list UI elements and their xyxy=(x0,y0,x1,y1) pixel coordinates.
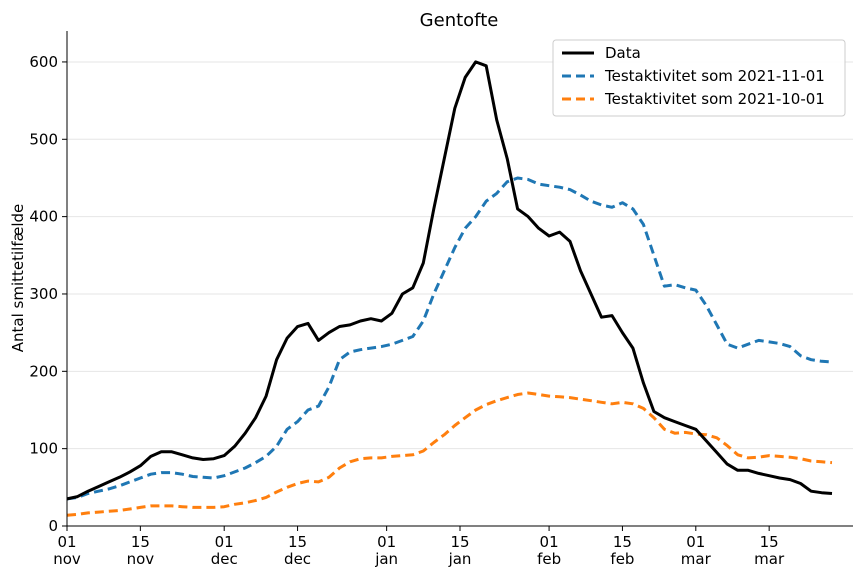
x-tick-month-label: mar xyxy=(681,550,712,568)
x-tick-day-label: 15 xyxy=(613,533,632,551)
series-line-2 xyxy=(66,391,833,517)
x-tick-month-label: dec xyxy=(284,550,311,568)
x-tick-day-label: 01 xyxy=(377,533,396,551)
legend-label-2: Testaktivitet som 2021-10-01 xyxy=(604,90,825,108)
series-line-1 xyxy=(66,176,833,501)
x-tick-day-label: 01 xyxy=(57,533,76,551)
x-tick-month-label: nov xyxy=(53,550,81,568)
legend-label-0: Data xyxy=(605,44,641,62)
y-tick-label: 0 xyxy=(48,517,58,535)
chart-title: Gentofte xyxy=(420,10,499,31)
y-tick-label: 100 xyxy=(29,440,58,458)
x-tick-day-label: 01 xyxy=(686,533,705,551)
x-tick-day-label: 01 xyxy=(215,533,234,551)
y-tick-label: 400 xyxy=(29,208,58,226)
gridlines xyxy=(67,61,853,450)
series-layer xyxy=(66,60,833,517)
x-tick-month-label: mar xyxy=(754,550,785,568)
y-axis-title: Antal smittetilfælde xyxy=(9,204,27,353)
y-tick-label: 200 xyxy=(29,362,58,380)
x-tick-month-label: jan xyxy=(374,550,398,568)
y-axis-ticks: 0 100 200 300 400 500 600 xyxy=(29,53,67,535)
series-line-0 xyxy=(66,60,833,501)
y-tick-label: 600 xyxy=(29,53,58,71)
y-tick-label: 500 xyxy=(29,130,58,148)
legend-label-1: Testaktivitet som 2021-11-01 xyxy=(604,67,825,85)
x-tick-month-label: feb xyxy=(610,550,634,568)
x-tick-month-label: nov xyxy=(127,550,155,568)
x-tick-month-label: feb xyxy=(537,550,561,568)
y-tick-label: 300 xyxy=(29,285,58,303)
x-tick-day-label: 15 xyxy=(760,533,779,551)
x-tick-day-label: 15 xyxy=(450,533,469,551)
x-tick-month-label: dec xyxy=(211,550,238,568)
x-axis-ticks: 01nov15nov01dec15dec01jan15jan01feb15feb… xyxy=(53,526,785,568)
x-tick-day-label: 15 xyxy=(131,533,150,551)
x-tick-day-label: 01 xyxy=(540,533,559,551)
legend-box xyxy=(552,39,846,117)
x-tick-month-label: jan xyxy=(448,550,472,568)
legend: Data Testaktivitet som 2021-11-01 Testakti… xyxy=(552,39,846,117)
x-tick-day-label: 15 xyxy=(288,533,307,551)
